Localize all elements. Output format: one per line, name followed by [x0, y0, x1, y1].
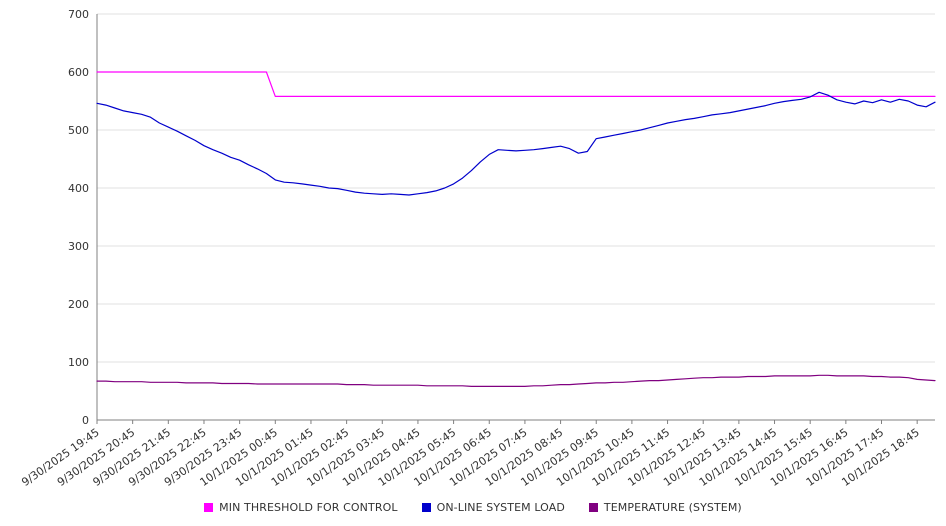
series-line-2 — [96, 374, 936, 387]
legend-label-min-threshold: MIN THRESHOLD FOR CONTROL — [219, 500, 398, 514]
svg-text:0: 0 — [82, 414, 89, 427]
legend-label-system-load: ON-LINE SYSTEM LOAD — [436, 500, 565, 514]
legend-item-min-threshold[interactable]: MIN THRESHOLD FOR CONTROL — [204, 501, 397, 514]
svg-text:600: 600 — [68, 66, 89, 79]
chart-legend: MIN THRESHOLD FOR CONTROL ON-LINE SYSTEM… — [0, 492, 946, 522]
x-axis-labels: 9/30/2025 19:459/30/2025 20:459/30/2025 … — [19, 420, 922, 489]
legend-item-temperature[interactable]: TEMPERATURE (SYSTEM) — [588, 500, 742, 514]
svg-text:300: 300 — [68, 240, 89, 253]
legend-swatch-temperature-icon — [588, 502, 598, 512]
chart-canvas: 0 100 200 300 400 500 600 700 9/30/2025 19:459/3… — [19, 8, 936, 489]
svg-text:400: 400 — [68, 182, 89, 195]
series-line-1 — [96, 91, 936, 196]
legend-item-system-load[interactable]: ON-LINE SYSTEM LOAD — [421, 500, 565, 514]
svg-text:100: 100 — [68, 356, 89, 369]
series-line-0 — [96, 71, 936, 98]
line-chart: 0 100 200 300 400 500 600 700 9/30/2025 19:45 9/3… — [19, 8, 936, 489]
legend-swatch-system-load-icon — [421, 502, 431, 512]
legend-label-temperature: TEMPERATURE (SYSTEM) — [603, 500, 742, 514]
svg-text:700: 700 — [68, 8, 89, 21]
svg-text:500: 500 — [68, 124, 89, 137]
svg-text:200: 200 — [68, 298, 89, 311]
gridlines — [96, 13, 935, 421]
legend-swatch-min-threshold-icon — [204, 502, 214, 512]
y-axis-labels: 0 100 200 300 400 500 600 700 — [68, 8, 89, 427]
